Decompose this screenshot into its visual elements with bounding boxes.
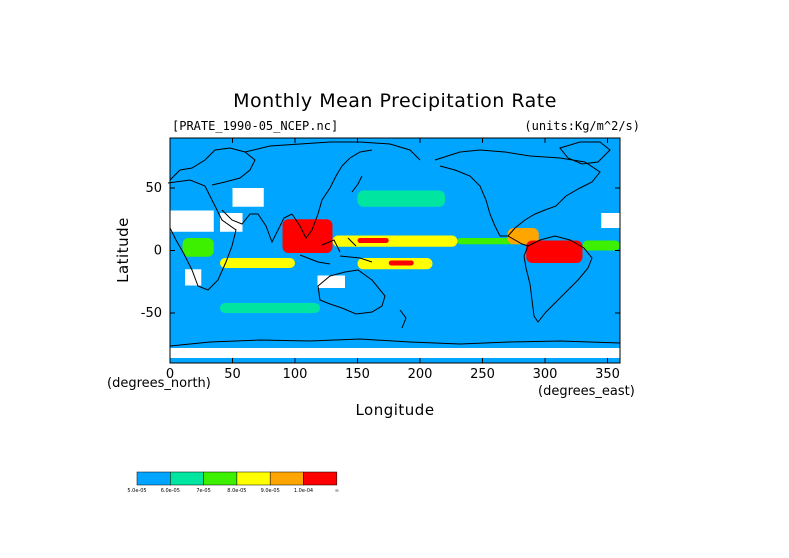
precip-region-amazon-level-5 (526, 240, 583, 263)
colorbar-level-label: 5.0e-05 (127, 488, 146, 494)
coastline-outlines (167, 141, 621, 347)
colorbar-level-label: 6.0e-05 (161, 488, 180, 494)
colorbar-level-label: 1.0e-04 (294, 488, 313, 494)
precip-region-west-pacific-core-level-5 (357, 238, 389, 243)
no-data-region-central-asia (232, 188, 264, 207)
colorbar-level-label: 8.0e-05 (227, 488, 246, 494)
australia-coastline (317, 269, 386, 315)
precip-region-north-pacific-storm-track-level-1 (357, 190, 445, 207)
south-america-coastline (523, 235, 593, 323)
central-america-coastline (507, 235, 529, 247)
greenland-coastline (559, 141, 611, 165)
east-asia-coastline (291, 149, 373, 239)
antarctica-coastline (169, 338, 621, 347)
no-data-region-southwest-africa (185, 269, 202, 286)
colorbar-end-label: ∞ (335, 488, 339, 494)
north-america-coastline (434, 149, 601, 237)
colorbar-level-label: 9.0e-05 (261, 488, 280, 494)
precip-region-indian-ocean-band-level-3 (220, 258, 295, 268)
map-plot-area (167, 137, 621, 364)
north-asia-coastline (244, 141, 421, 161)
x-tick-label: 0 (166, 367, 174, 382)
colorbar-swatch (303, 471, 338, 486)
units-label: (units:Kg/m^2/s) (524, 119, 640, 133)
colorbar-level-label: 7e-05 (196, 488, 210, 494)
file-label: [PRATE_1990-05_NCEP.nc] (172, 119, 338, 133)
colorbar-swatch (269, 471, 304, 486)
x-tick-label: 100 (283, 367, 308, 382)
europe-coastline (169, 147, 256, 186)
x-tick-label: 350 (595, 367, 620, 382)
x-tick-label: 250 (470, 367, 495, 382)
precip-region-equatorial-africa-level-2 (182, 238, 214, 257)
no-data-region-arabia (220, 213, 243, 232)
colorbar: 5.0e-05 6.0e-05 7e-05 8.0e-05 9.0e-05 1.0e-04… (127, 471, 339, 494)
precip-region-equatorial-atlantic-level-2 (582, 240, 620, 251)
y-axis-ticks: 50 0 -50 (141, 181, 620, 321)
colorbar-swatch (170, 471, 204, 486)
y-tick-label: 0 (154, 244, 162, 259)
y-axis-label: Latitude (114, 217, 132, 283)
indonesia-coastline (299, 237, 373, 265)
no-data-region-western-sahara (601, 213, 620, 228)
colorbar-swatch (236, 471, 271, 486)
precip-region-east-pacific-itcz-level-2 (457, 238, 520, 245)
south-asia-coastline (221, 209, 293, 244)
chart-title: Monthly Mean Precipitation Rate (233, 90, 557, 112)
africa-coastline (167, 179, 237, 291)
no-data-region-australia-interior (317, 275, 345, 288)
precip-region-southern-ocean-track-level-1 (220, 303, 320, 313)
japan-coastline (351, 175, 363, 193)
x-tick-label: 50 (224, 367, 241, 382)
x-tick-label: 150 (345, 367, 370, 382)
x-tick-label: 300 (533, 367, 558, 382)
colorbar-swatch (203, 471, 238, 486)
no-data-region-antarctica-coast (170, 348, 620, 358)
no-data-layer (170, 188, 620, 358)
y-tick-label: -50 (141, 306, 162, 321)
x-axis-ticks: 0 50 100 150 200 250 300 350 (166, 138, 620, 382)
y-tick-label: 50 (145, 181, 162, 196)
no-data-region-sahara (170, 210, 214, 232)
x-unit-note: (degrees_east) (538, 384, 635, 399)
precip-region-south-pacific-core-level-5 (388, 260, 414, 266)
x-axis-label: Longitude (355, 401, 434, 419)
new-zealand-coastline (399, 309, 407, 329)
colorbar-swatch (136, 471, 171, 486)
x-tick-label: 200 (408, 367, 433, 382)
y-unit-note: (degrees_north) (107, 376, 211, 391)
